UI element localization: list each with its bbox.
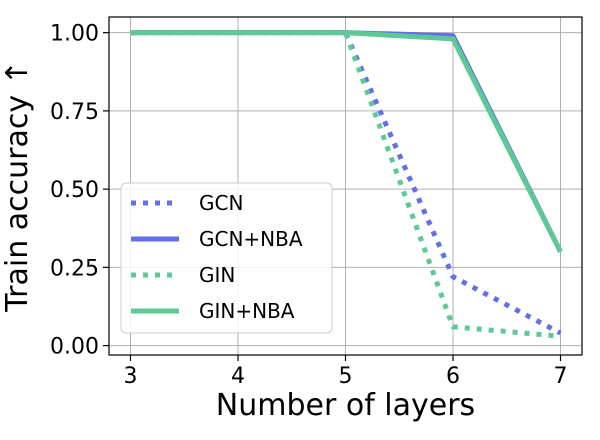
- x-tick-label: 4: [231, 364, 245, 389]
- legend-label: GCN: [199, 191, 243, 215]
- y-tick-label: 0.75: [50, 100, 99, 125]
- x-tick-label: 5: [339, 364, 353, 389]
- x-axis: 3 4 5 6 7: [124, 355, 568, 389]
- series-layer: [130, 30, 563, 339]
- x-tick-label: 6: [446, 364, 460, 389]
- y-tick-label: 0.25: [50, 256, 99, 281]
- legend: GCN GCN+NBA GIN GIN+NBA: [120, 182, 333, 334]
- y-axis: 0.00 0.25 0.50 0.75 1.00: [50, 22, 109, 360]
- x-tick-label: 7: [554, 364, 568, 389]
- y-tick-label: 0.00: [50, 335, 99, 360]
- series-line-gin: [130, 30, 561, 339]
- y-tick-label: 1.00: [50, 22, 99, 47]
- y-axis-title: Train accuracy ↑: [0, 60, 35, 313]
- legend-label: GIN+NBA: [199, 299, 295, 323]
- legend-label: GIN: [199, 263, 235, 287]
- legend-box: [120, 182, 333, 334]
- y-tick-label: 0.50: [50, 178, 99, 203]
- x-axis-title: Number of layers: [216, 388, 475, 423]
- x-tick-label: 3: [124, 364, 138, 389]
- legend-label: GCN+NBA: [199, 227, 303, 251]
- series-line-gin-nba: [130, 30, 563, 253]
